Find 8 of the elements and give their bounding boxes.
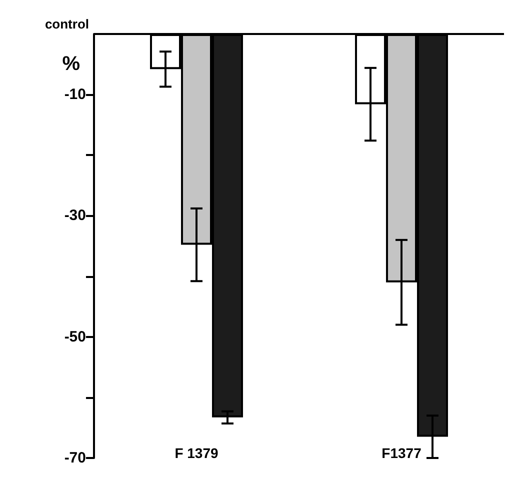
y-tick-label: -70 (64, 450, 86, 466)
x-tick-label: F1377 (382, 445, 422, 461)
ref-line-label: control (44, 16, 89, 32)
y-tick-label: -10 (64, 86, 86, 104)
y-tick-label: -50 (64, 328, 86, 346)
x-tick-label: F 1379 (174, 445, 219, 461)
y-axis-title: % (62, 53, 80, 75)
y-tick-label: -30 (64, 207, 86, 224)
